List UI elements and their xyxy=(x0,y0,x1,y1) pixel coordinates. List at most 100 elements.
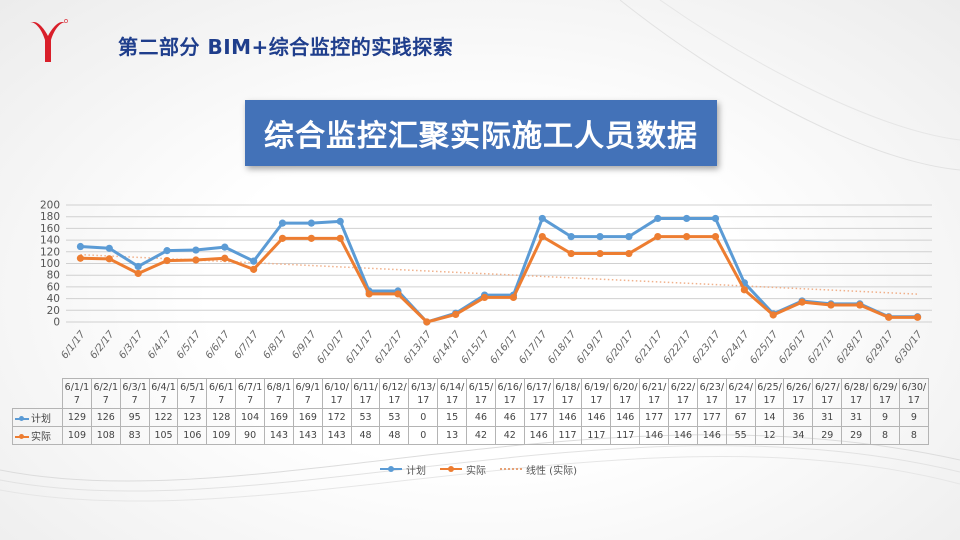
data-point-plan xyxy=(538,214,546,223)
data-point-actual xyxy=(250,265,258,273)
x-tick-label: 6/29/17 xyxy=(864,329,897,367)
x-tick-label: 6/20/17 xyxy=(604,329,637,367)
table-header-cell: 6/4/1 7 xyxy=(148,378,179,409)
data-point-actual xyxy=(711,232,720,241)
table-header-cell: 6/19/17 xyxy=(581,378,612,409)
table-row-name: 实际 xyxy=(31,432,51,443)
table-cell: 0 xyxy=(408,408,439,427)
data-point-plan xyxy=(654,214,662,223)
y-tick-label: 40 xyxy=(47,293,60,305)
table-cell: 117 xyxy=(581,426,612,445)
table-cell: 146 xyxy=(523,426,554,445)
table-header-cell: 6/1/1 7 xyxy=(62,378,92,409)
data-point-actual xyxy=(798,298,806,306)
table-header-cell: 6/27/17 xyxy=(812,378,843,409)
table-cell: 123 xyxy=(177,408,208,427)
table-header-cell: 6/25/17 xyxy=(754,378,785,409)
table-header-row: 6/1/1 7 6/2/1 7 6/3/1 7 6/4/1 7 6/5/1 7 6/6/1 7 6/7/… xyxy=(12,378,929,409)
table-cell: 31 xyxy=(841,408,872,427)
x-tick-label: 6/23/17 xyxy=(690,329,723,367)
table-cell: 83 xyxy=(119,426,150,445)
data-point-actual xyxy=(913,313,922,321)
table-cell: 117 xyxy=(610,426,641,445)
table-cell: 117 xyxy=(552,426,583,445)
data-point-actual xyxy=(221,254,229,262)
data-point-actual xyxy=(654,232,662,241)
table-cell: 8 xyxy=(870,426,900,445)
table-header-cell: 6/28/17 xyxy=(841,378,872,409)
y-tick-label: 180 xyxy=(40,211,60,223)
table-header-cell: 6/12/17 xyxy=(379,378,410,409)
table-header-cell: 6/5/1 7 xyxy=(177,378,208,409)
data-point-actual xyxy=(163,256,171,265)
x-tick-label: 6/11/17 xyxy=(344,329,377,367)
data-point-plan xyxy=(596,232,604,241)
y-tick-label: 200 xyxy=(40,200,60,212)
table-cell: 13 xyxy=(437,426,468,445)
table-cell: 14 xyxy=(754,408,785,427)
table-legend-key-actual xyxy=(15,434,29,439)
data-point-actual xyxy=(625,249,633,258)
y-tick-label: 20 xyxy=(47,305,60,317)
table-header-cell: 6/24/17 xyxy=(725,378,756,409)
table-cell: 143 xyxy=(321,426,352,445)
data-point-plan xyxy=(105,244,113,252)
table-header-cell: 6/29/17 xyxy=(870,378,900,409)
table-cell: 8 xyxy=(898,426,929,445)
legend-item-actual: 实际 xyxy=(440,462,486,477)
data-point-actual xyxy=(336,234,344,242)
table-cell: 146 xyxy=(668,426,698,445)
table-cell: 146 xyxy=(610,408,641,427)
table-cell: 143 xyxy=(264,426,294,445)
data-point-actual xyxy=(740,286,748,294)
data-point-plan xyxy=(76,242,85,251)
table-cell: 67 xyxy=(725,408,756,427)
x-tick-label: 6/19/17 xyxy=(575,329,608,367)
x-tick-label: 6/21/17 xyxy=(633,329,666,367)
table-header-cell: 6/26/17 xyxy=(783,378,814,409)
y-tick-label: 0 xyxy=(53,317,60,329)
table-row-label-actual: 实际 xyxy=(12,426,63,445)
y-tick-label: 120 xyxy=(40,246,60,258)
table-row-name: 计划 xyxy=(31,414,51,425)
table-header-cell: 6/2/1 7 xyxy=(90,378,121,409)
data-point-plan xyxy=(336,217,344,225)
table-cell: 12 xyxy=(754,426,785,445)
legend-label-plan: 计划 xyxy=(406,465,426,477)
table-cell: 109 xyxy=(62,426,92,445)
table-cell: 109 xyxy=(206,426,237,445)
x-tick-label: 6/22/17 xyxy=(662,329,695,367)
table-cell: 172 xyxy=(321,408,352,427)
table-row-label-plan: 计划 xyxy=(12,408,63,427)
table-header-cell: 6/20/17 xyxy=(610,378,641,409)
x-tick-label: 6/25/17 xyxy=(748,329,781,367)
legend-item-plan: 计划 xyxy=(380,462,426,477)
data-point-actual xyxy=(885,313,893,321)
x-tick-label: 6/9/17 xyxy=(290,329,319,362)
x-tick-label: 6/6/17 xyxy=(204,329,233,362)
data-point-actual xyxy=(509,293,518,302)
table-cell: 90 xyxy=(235,426,266,445)
table-cell: 29 xyxy=(812,426,843,445)
table-header-cell: 6/22/17 xyxy=(668,378,698,409)
table-cell: 177 xyxy=(696,408,727,427)
table-cell: 177 xyxy=(668,408,698,427)
data-point-plan xyxy=(278,219,287,227)
data-point-actual xyxy=(856,301,864,309)
table-cell: 29 xyxy=(841,426,872,445)
series-line-actual xyxy=(80,235,918,324)
data-point-plan xyxy=(250,257,258,265)
data-point-actual xyxy=(596,249,604,258)
table-legend-key-plan xyxy=(15,416,29,421)
table-cell: 105 xyxy=(148,426,179,445)
x-tick-label: 6/12/17 xyxy=(373,329,406,367)
table-header-cell: 6/23/17 xyxy=(696,378,727,409)
data-point-plan xyxy=(625,232,633,241)
table-cell: 108 xyxy=(90,426,121,445)
table-header-cell: 6/6/1 7 xyxy=(206,378,237,409)
table-cell: 146 xyxy=(696,426,727,445)
table-cell: 95 xyxy=(119,408,150,427)
table-header-cell: 6/15/17 xyxy=(466,378,496,409)
x-tick-label: 6/28/17 xyxy=(835,329,868,367)
data-point-actual xyxy=(567,249,575,258)
